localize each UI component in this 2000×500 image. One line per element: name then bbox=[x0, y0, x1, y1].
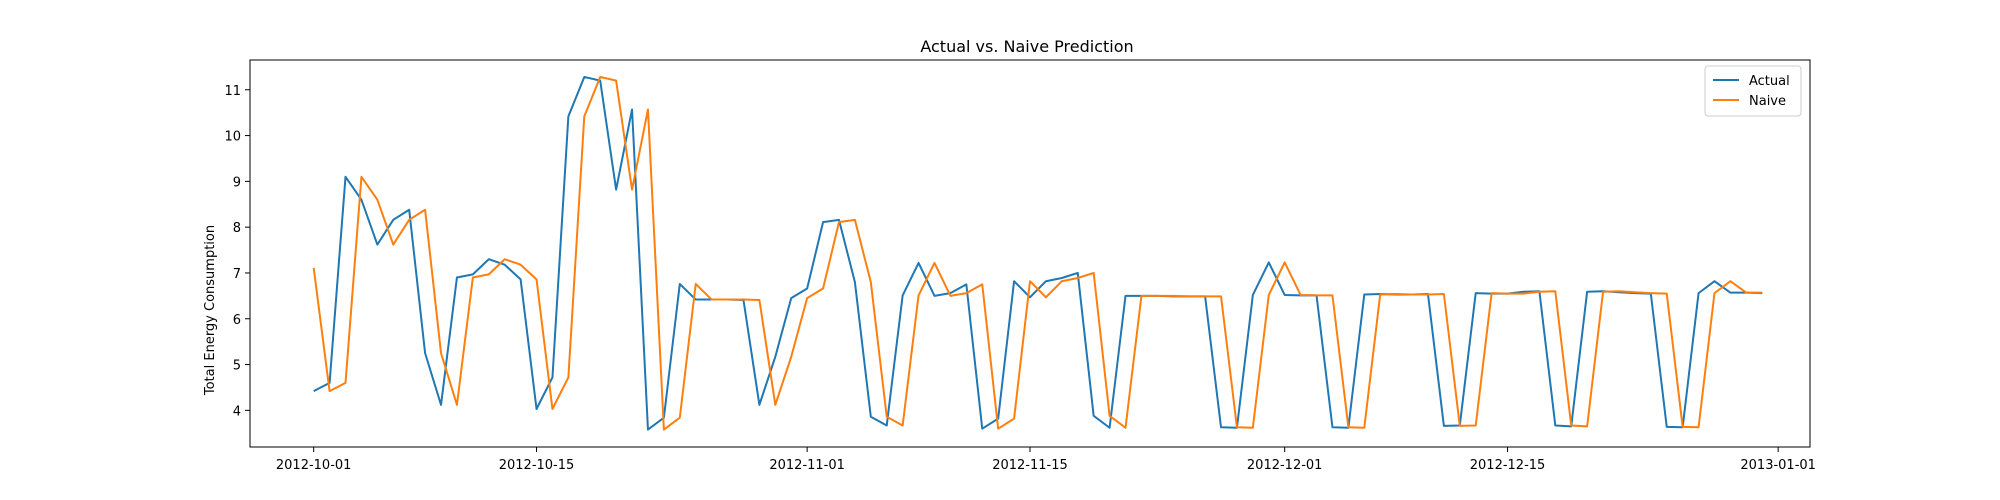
legend-box bbox=[1704, 65, 1802, 117]
y-tick-label: 5 bbox=[233, 359, 241, 374]
x-tick-label: 2012-11-15 bbox=[992, 458, 1068, 473]
y-tick-label: 11 bbox=[224, 84, 241, 99]
y-tick-label: 8 bbox=[233, 221, 241, 236]
y-tick-label: 7 bbox=[233, 267, 241, 282]
y-axis-label: Total Energy Consumption bbox=[203, 225, 218, 396]
y-tick-label: 6 bbox=[233, 313, 241, 328]
x-tick-label: 2012-12-15 bbox=[1470, 458, 1546, 473]
series-line-naive bbox=[312, 75, 1763, 431]
x-tick-label: 2012-12-01 bbox=[1247, 458, 1323, 473]
x-tick-label: 2012-10-15 bbox=[499, 458, 575, 473]
x-tick-label: 2013-01-01 bbox=[1740, 458, 1816, 473]
axes-layer: 4 5 6 7 8 9 10 11 2012-10-01 2012-10-15 2012-11-01… bbox=[224, 59, 1816, 473]
x-tick-label: 2012-11-01 bbox=[769, 458, 845, 473]
legend: Actual Naive bbox=[1704, 65, 1802, 117]
y-tick-label: 4 bbox=[233, 404, 241, 419]
legend-label-actual: Actual bbox=[1749, 74, 1790, 89]
chart-title: Actual vs. Naive Prediction bbox=[920, 37, 1133, 56]
series-layer bbox=[312, 75, 1763, 431]
y-tick-label: 9 bbox=[233, 175, 241, 190]
legend-label-naive: Naive bbox=[1749, 94, 1786, 109]
y-tick-label: 10 bbox=[224, 130, 241, 145]
x-tick-label: 2012-10-01 bbox=[276, 458, 352, 473]
